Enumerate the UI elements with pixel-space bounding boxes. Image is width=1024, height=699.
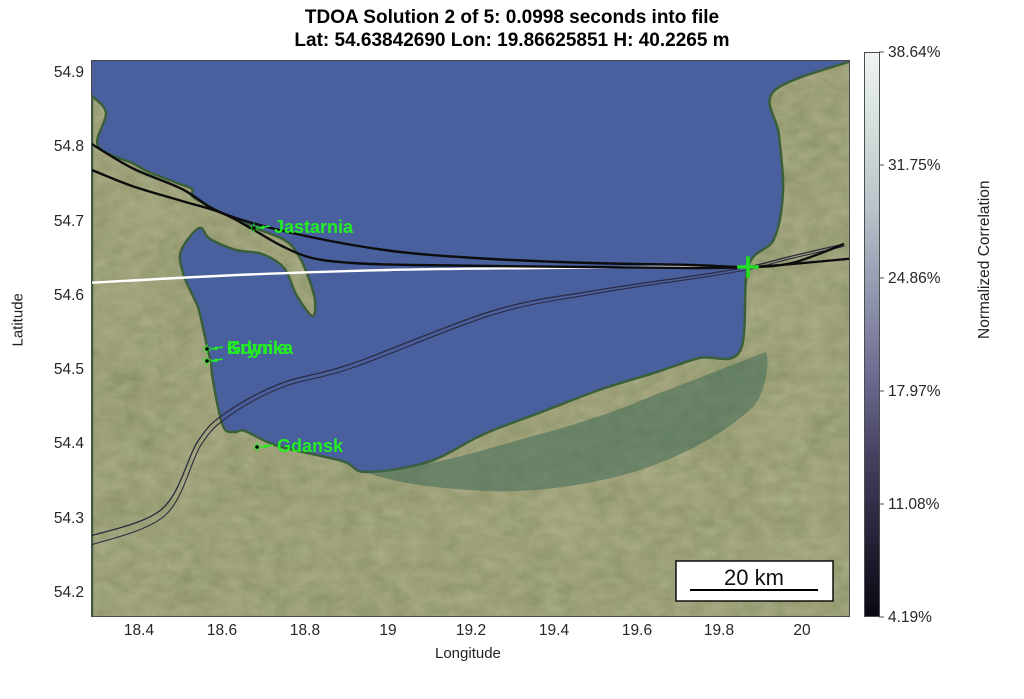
svg-text:Gdynia: Gdynia xyxy=(227,338,289,358)
svg-text:Gdansk: Gdansk xyxy=(277,436,344,456)
svg-text:Jastarnia: Jastarnia xyxy=(274,217,354,237)
svg-text:20 km: 20 km xyxy=(724,565,784,590)
